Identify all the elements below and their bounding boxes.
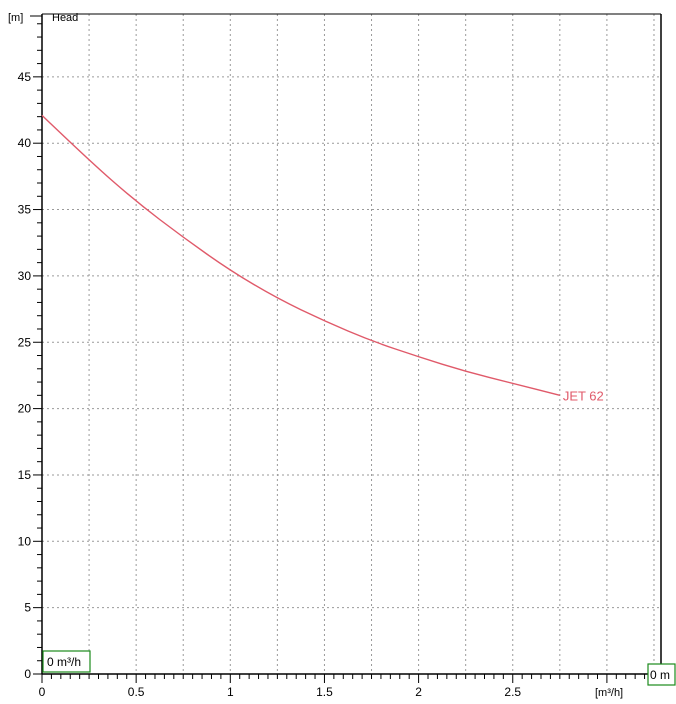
origin-y-box-label: 0 m <box>650 668 670 682</box>
y-axis-title: Head <box>52 12 78 24</box>
y-tick-label: 45 <box>18 70 32 84</box>
ticks <box>33 23 655 683</box>
origin-x-box-label: 0 m³/h <box>47 655 81 669</box>
y-tick-label: 0 <box>24 667 31 681</box>
grid <box>42 14 661 674</box>
x-tick-label: 2.5 <box>504 685 521 699</box>
tick-labels: 0 5 10 15 20 25 30 35 40 45 0 0.5 1 1.5 2 2.5 <box>18 70 522 699</box>
origin-y-box <box>647 663 676 686</box>
y-tick-label: 40 <box>18 136 32 150</box>
y-tick-label: 10 <box>18 534 32 548</box>
y-tick-label: 25 <box>18 335 32 349</box>
y-tick-label: 30 <box>18 269 32 283</box>
axes <box>41 13 662 675</box>
x-unit-label: [m³/h] <box>595 687 623 699</box>
series-group: JET 62 <box>41 114 604 403</box>
x-tick-label: 2 <box>415 685 422 699</box>
series-label: JET 62 <box>563 388 604 403</box>
x-tick-label: 0 <box>39 685 46 699</box>
y-tick-label: 35 <box>18 203 32 217</box>
y-unit-label: [m] <box>8 12 23 24</box>
origin-x-box <box>42 650 91 673</box>
series-line <box>41 114 560 397</box>
x-tick-label: 0.5 <box>128 685 145 699</box>
y-tick-label: 20 <box>18 402 32 416</box>
x-tick-label: 1.5 <box>316 685 333 699</box>
y-tick-label: 5 <box>24 601 31 615</box>
y-tick-label: 15 <box>18 468 32 482</box>
x-tick-label: 1 <box>227 685 234 699</box>
